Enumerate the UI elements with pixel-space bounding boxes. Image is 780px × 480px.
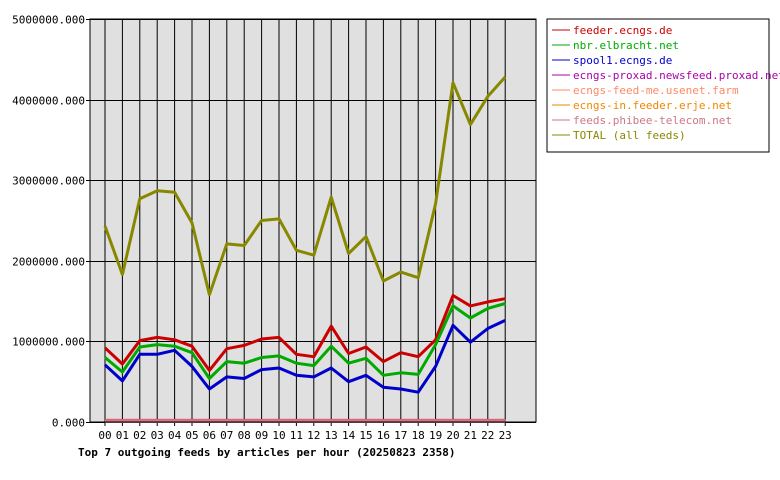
legend-label: ecngs-proxad.newsfeed.proxad.net (573, 69, 780, 82)
chart-title: Top 7 outgoing feeds by articles per hou… (78, 446, 456, 459)
x-tick-label: 14 (342, 429, 356, 442)
y-axis: 0.000 1000000.000 2000000.000 3000000.000 40… (12, 14, 90, 430)
series-line (103, 75, 507, 297)
x-tick-label: 18 (412, 429, 425, 442)
x-tick-label: 00 (98, 429, 111, 442)
x-tick-label: 10 (272, 429, 285, 442)
x-tick-label: 09 (255, 429, 268, 442)
y-tick-label: 2000000.000 (12, 256, 85, 269)
legend-label: nbr.elbracht.net (573, 39, 679, 52)
x-tick-label: 15 (359, 429, 372, 442)
y-tick-label: 1000000.000 (12, 336, 85, 349)
series-lines (103, 75, 507, 423)
x-tick-label: 06 (203, 429, 216, 442)
x-tick-label: 01 (116, 429, 129, 442)
x-tick-label: 22 (481, 429, 494, 442)
y-tick-label: 5000000.000 (12, 14, 85, 27)
x-tick-label: 02 (133, 429, 146, 442)
y-tick-label: 3000000.000 (12, 175, 85, 188)
x-tick-label: 16 (377, 429, 390, 442)
legend-label: feeds.phibee-telecom.net (573, 114, 732, 127)
legend-label: ecngs-feed-me.usenet.farm (573, 84, 739, 97)
x-tick-label: 19 (429, 429, 442, 442)
x-tick-label: 11 (290, 429, 303, 442)
x-tick-label: 12 (307, 429, 320, 442)
legend-box (546, 18, 770, 153)
legend-label: spool1.ecngs.de (573, 54, 672, 67)
legend-label: ecngs-in.feeder.erje.net (573, 99, 732, 112)
plot-area (90, 19, 536, 422)
y-tick-label: 4000000.000 (12, 95, 85, 108)
y-tick-label: 0.000 (52, 417, 85, 430)
series-line (103, 319, 506, 394)
x-axis: 00 01 02 03 04 05 06 07 08 09 10 11 12 13 14 15 16 17 18 19… (98, 422, 512, 442)
x-tick-label: 04 (168, 429, 182, 442)
series-line (103, 294, 506, 372)
legend: feeder.ecngs.de nbr.elbracht.net spool1.ec… (546, 18, 780, 153)
x-tick-label: 05 (185, 429, 198, 442)
x-tick-label: 20 (446, 429, 459, 442)
x-tick-label: 21 (464, 429, 477, 442)
x-tick-label: 13 (325, 429, 338, 442)
x-tick-label: 07 (220, 429, 233, 442)
plot-frame (89, 18, 537, 423)
series-line (104, 302, 506, 380)
x-tick-label: 08 (238, 429, 251, 442)
legend-label: TOTAL (all feeds) (573, 129, 686, 142)
x-tick-label: 23 (499, 429, 512, 442)
x-tick-label: 03 (151, 429, 164, 442)
x-tick-label: 17 (394, 429, 407, 442)
legend-label: feeder.ecngs.de (573, 24, 672, 37)
